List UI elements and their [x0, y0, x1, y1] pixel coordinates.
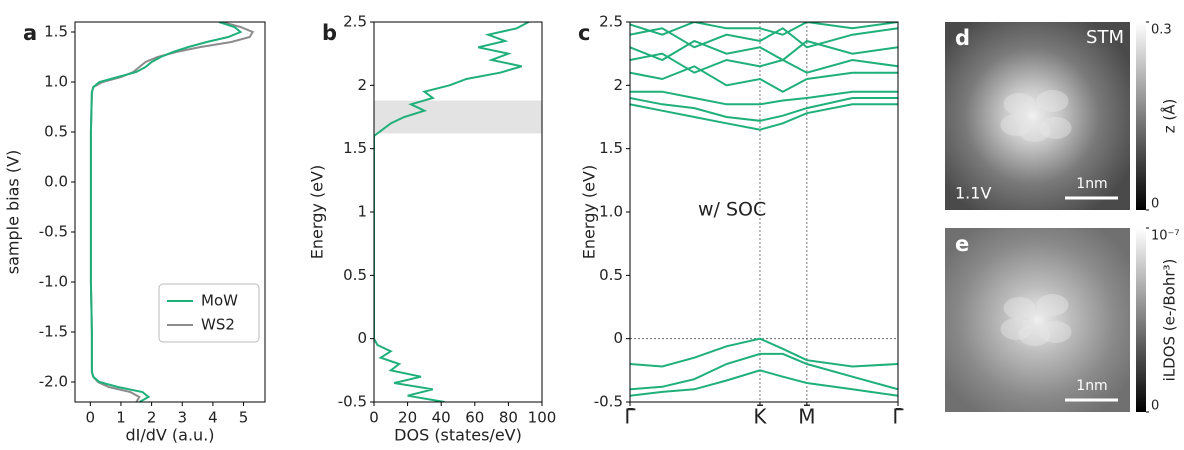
- y-tick-label: 1.5: [599, 139, 623, 157]
- y-tick-label: 0: [357, 329, 367, 347]
- colorbar: [1136, 22, 1146, 210]
- image-feature: [1039, 117, 1072, 139]
- image-feature: [1018, 120, 1051, 142]
- colorbar-label: iLDOS (e-/Bohr³): [1161, 259, 1179, 382]
- data-line: [89, 22, 255, 402]
- colorbar-label: z (Å): [1160, 99, 1179, 134]
- y-tick-label: 0.0: [44, 173, 68, 191]
- colorbar-tick-label: 0: [1151, 399, 1159, 414]
- data-line: [630, 97, 898, 122]
- y-tick-label: -0.5: [39, 223, 68, 241]
- scale-bar-label: 1nm: [1076, 378, 1107, 394]
- y-tick-label: 1.5: [343, 139, 367, 157]
- image-feature: [1018, 324, 1051, 346]
- image-feature: [1036, 294, 1069, 316]
- colorbar-tick-label: 10⁻⁷: [1151, 229, 1180, 244]
- data-line: [89, 22, 243, 402]
- annotation: w/ SOC: [698, 199, 766, 221]
- x-tick-label: Γ̄: [892, 405, 904, 429]
- data-line: [630, 352, 898, 391]
- x-tick-label: 40: [432, 409, 451, 427]
- x-tick-label: M̄: [798, 404, 815, 429]
- y-tick-label: 2: [357, 76, 367, 94]
- axes-frame: [373, 21, 543, 403]
- shaded-band: [374, 100, 542, 134]
- stm-image: [945, 228, 1130, 412]
- y-tick-label: 0: [613, 329, 623, 347]
- image-annotation: 1.1V: [955, 184, 991, 203]
- data-line: [630, 22, 898, 36]
- data-line: [630, 369, 898, 397]
- y-tick-label: 1.0: [44, 73, 68, 91]
- legend-label: MoW: [201, 292, 238, 310]
- image-feature: [1003, 297, 1036, 319]
- y-axis-label: Energy (eV): [580, 165, 599, 259]
- y-axis-label: sample bias (V): [4, 150, 23, 275]
- image-feature: [1000, 318, 1033, 340]
- data-line: [630, 90, 898, 106]
- x-tick-label: 5: [239, 409, 249, 427]
- y-tick-label: 2.5: [599, 13, 623, 31]
- legend-label: WS2: [201, 316, 235, 334]
- x-axis-label: DOS (states/eV): [394, 426, 522, 445]
- y-axis-label: Energy (eV): [308, 165, 327, 259]
- panel-label: a: [23, 21, 37, 45]
- axes-frame: [74, 21, 266, 403]
- y-tick-label: 2.5: [343, 13, 367, 31]
- x-tick-label: K̄: [753, 404, 767, 429]
- y-tick-label: 1.0: [599, 203, 623, 221]
- x-tick-label: 0: [369, 409, 379, 427]
- y-tick-label: -1.5: [39, 323, 68, 341]
- data-line: [630, 65, 898, 93]
- x-tick-label: 80: [499, 409, 518, 427]
- y-tick-label: -1.0: [39, 273, 68, 291]
- panel-label: d: [955, 26, 970, 50]
- data-line: [630, 103, 898, 131]
- scale-bar-label: 1nm: [1076, 176, 1107, 192]
- legend-box: [158, 283, 260, 343]
- y-tick-label: 0.5: [599, 266, 623, 284]
- panel-label: c: [578, 21, 590, 45]
- y-tick-label: -2.0: [39, 373, 68, 391]
- x-tick-label: 1: [116, 409, 126, 427]
- x-axis-label: dI/dV (a.u.): [125, 426, 214, 445]
- data-line: [630, 27, 898, 49]
- data-line: [630, 39, 898, 62]
- y-tick-label: -0.5: [338, 393, 367, 411]
- panel-label: b: [322, 21, 337, 45]
- x-tick-label: 0: [86, 409, 96, 427]
- image-feature: [1003, 93, 1036, 115]
- panel-label: e: [955, 232, 969, 256]
- image-title: STM: [1086, 27, 1124, 48]
- y-tick-label: 1: [357, 203, 367, 221]
- y-tick-label: 2: [613, 76, 623, 94]
- colorbar-tick-label: 0.3: [1151, 23, 1172, 38]
- image-feature: [1036, 90, 1069, 112]
- colorbar: [1136, 228, 1146, 412]
- x-tick-label: 100: [528, 409, 557, 427]
- data-line: [374, 22, 530, 402]
- y-tick-label: 0.5: [44, 123, 68, 141]
- x-tick-label: 20: [398, 409, 417, 427]
- image-feature: [1000, 114, 1033, 136]
- y-tick-label: -0.5: [594, 393, 623, 411]
- x-tick-label: 3: [177, 409, 187, 427]
- data-line: [630, 52, 898, 74]
- y-tick-label: 0.5: [343, 266, 367, 284]
- data-line: [630, 337, 898, 368]
- y-tick-label: 1.5: [44, 23, 68, 41]
- x-tick-label: 2: [147, 409, 157, 427]
- image-feature: [1039, 321, 1072, 343]
- x-tick-label: 60: [465, 409, 484, 427]
- x-tick-label: 4: [208, 409, 218, 427]
- stm-image: [945, 22, 1130, 210]
- colorbar-tick-label: 0: [1151, 197, 1159, 212]
- x-tick-label: Γ̄: [624, 405, 636, 429]
